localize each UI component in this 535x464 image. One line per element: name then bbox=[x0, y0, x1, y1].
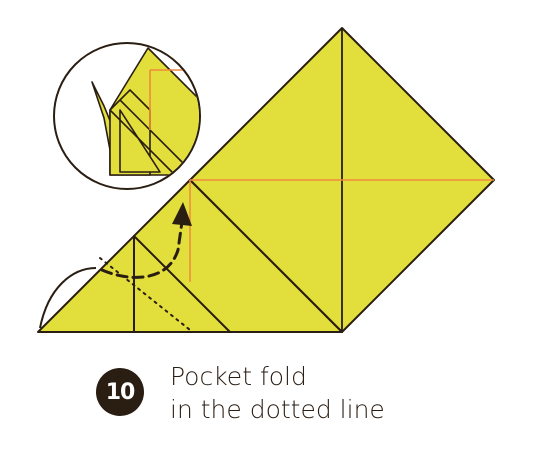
orange-creases bbox=[189, 179, 494, 282]
caption-line-1: Pocket fold bbox=[170, 362, 307, 391]
curved-dashed-arrow-icon bbox=[100, 202, 192, 279]
result-preview-circle bbox=[53, 42, 201, 190]
step-caption: Pocket fold in the dotted line bbox=[170, 360, 385, 426]
dotted-fold-line bbox=[99, 257, 191, 331]
caption-line-2: in the dotted line bbox=[170, 395, 385, 424]
step-number-badge: 10 bbox=[96, 368, 144, 416]
motion-arc bbox=[39, 267, 97, 329]
